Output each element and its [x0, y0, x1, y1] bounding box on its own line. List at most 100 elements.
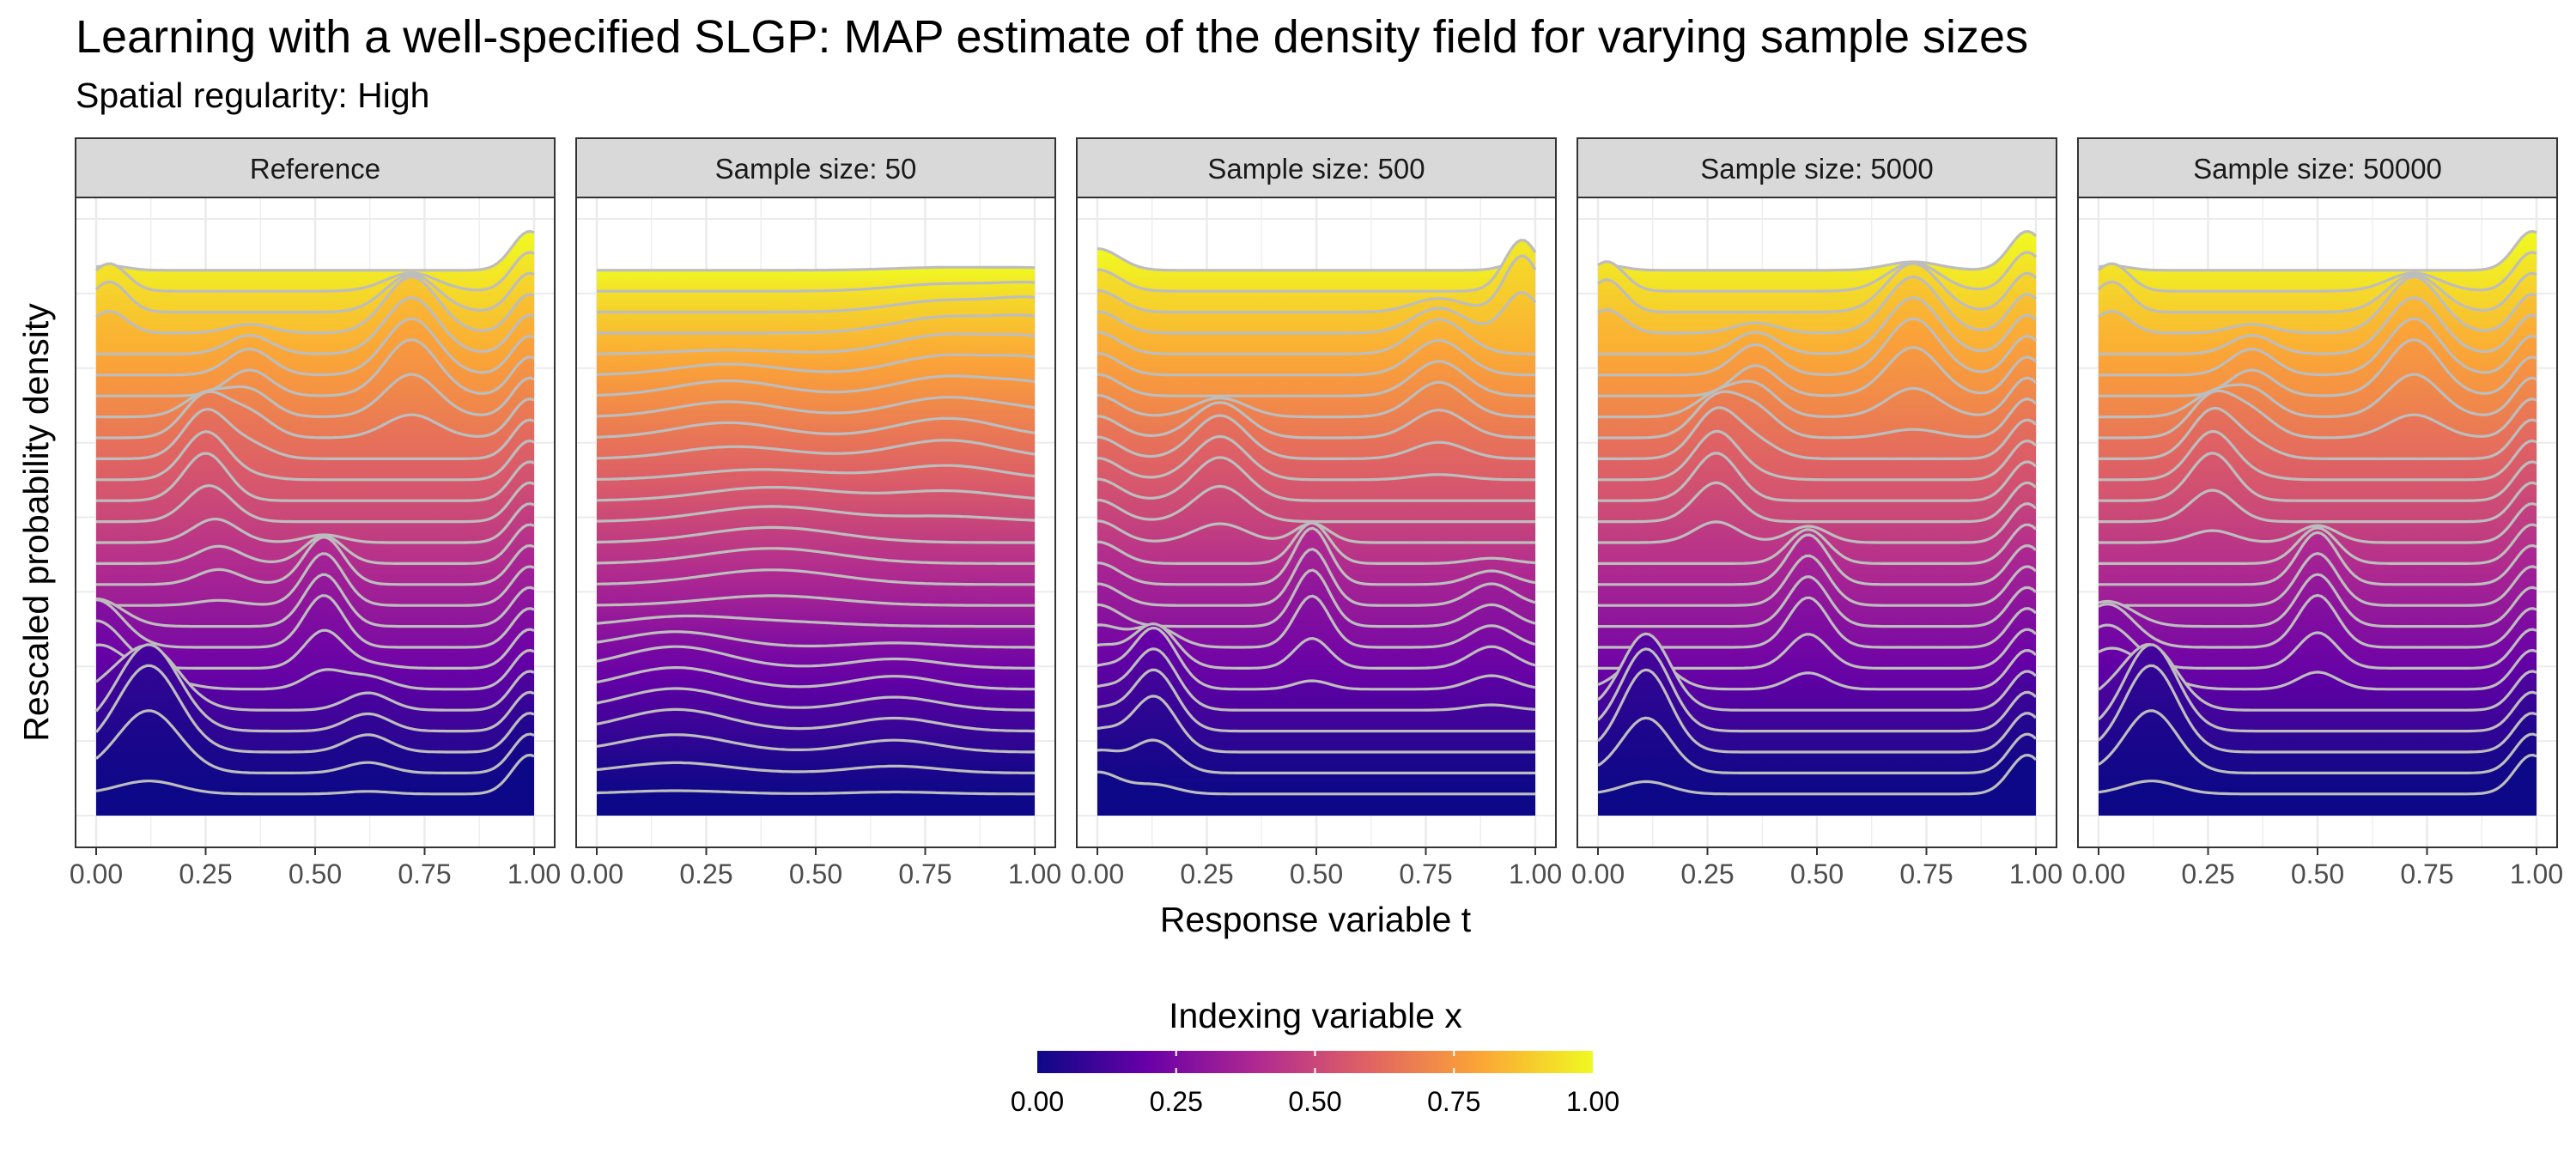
- ridge-line: [1597, 275, 2038, 335]
- ridge-line: [1097, 360, 1536, 397]
- ridge-fill: [597, 791, 1035, 816]
- ridges: [1097, 239, 1537, 816]
- ridges: [94, 229, 535, 816]
- x-tick-label: 0.00: [570, 859, 623, 889]
- x-tick-label: 0.75: [898, 859, 951, 889]
- ridge-fill: [2099, 665, 2537, 774]
- ridge-line: [96, 296, 535, 355]
- ridge-line: [1097, 568, 1536, 628]
- ridge-line: [2099, 552, 2537, 607]
- ridge-line: [2098, 753, 2537, 796]
- facet-strip: [2077, 137, 2558, 198]
- ridge-line: [1097, 318, 1536, 355]
- x-tick-label: 0.25: [2181, 859, 2234, 889]
- ridge-line: [2098, 573, 2537, 628]
- ridge-line: [596, 789, 1035, 796]
- ridge-line: [1598, 317, 2038, 377]
- ridge-line: [96, 338, 535, 397]
- ridge-line: [1598, 523, 2038, 565]
- ridge-line: [1097, 770, 1535, 796]
- ridge-line: [1097, 239, 1537, 293]
- ridges: [2097, 229, 2537, 816]
- ridge-line: [1097, 254, 1537, 314]
- ridge-line: [1097, 456, 1535, 502]
- ridge-line: [1097, 622, 1536, 670]
- ridge-line: [95, 753, 535, 796]
- ridge-line: [96, 536, 535, 586]
- ridge-line: [96, 481, 535, 524]
- ridge-fill: [1598, 755, 2036, 816]
- ridge-line: [1097, 738, 1535, 774]
- ridge-line: [1597, 716, 2038, 774]
- ridge-fill: [2099, 482, 2537, 543]
- ridge-fill: [1097, 240, 1535, 313]
- ridge-line: [1598, 481, 2038, 524]
- x-tick-label: 0.25: [1680, 859, 1734, 889]
- facet-strip: [575, 137, 1056, 198]
- x-tick-label: 0.75: [1399, 859, 1452, 889]
- ridge-fill: [1598, 650, 2036, 711]
- ridge-line: [96, 430, 535, 482]
- ridge-fill: [1598, 629, 2036, 690]
- chart-subtitle: Spatial regularity: High: [76, 76, 430, 115]
- ridge-line: [597, 281, 1036, 293]
- ridge-line: [596, 568, 1035, 586]
- ridge-fill: [1097, 623, 1535, 690]
- ridge-line: [596, 525, 1035, 544]
- x-axis-title: Response variable t: [1160, 900, 1472, 939]
- ridge-fill: [2099, 755, 2537, 816]
- ridge-line: [1596, 647, 2038, 733]
- x-tick-label: 0.75: [1899, 859, 1953, 889]
- ridge-line: [1598, 390, 2038, 440]
- ridge-fill: [1598, 598, 2036, 670]
- ridge-line: [596, 547, 1035, 565]
- colorbar-tick-label: 0.75: [1427, 1086, 1480, 1117]
- ridge-line: [597, 313, 1036, 335]
- ridge-line: [1598, 502, 2038, 544]
- ridge-line: [596, 761, 1036, 774]
- ridge-line: [96, 317, 535, 377]
- ridge-line: [1598, 575, 2038, 628]
- ridge-line: [2099, 452, 2537, 502]
- ridge-line: [596, 439, 1036, 460]
- ridge-line: [2099, 389, 2537, 440]
- ridge-fill: [96, 755, 534, 816]
- facet-strip-label: Sample size: 5000: [1700, 153, 1934, 185]
- ridge-line: [2099, 523, 2537, 565]
- colorbar-title: Indexing variable x: [1169, 996, 1462, 1035]
- ridge-line: [96, 552, 535, 607]
- ridge-line: [596, 464, 1036, 481]
- panel: Sample size: 500 0.00 0.25 0.50 0.75 1.00: [1071, 137, 1562, 889]
- ridge-fill: [597, 762, 1035, 795]
- ridge-line: [95, 573, 535, 628]
- ridge-line: [1596, 632, 2038, 712]
- ridge-line: [96, 452, 535, 502]
- ridge-line: [95, 594, 535, 649]
- facet-strip-label: Sample size: 50: [715, 153, 917, 185]
- ridge-fill: [2099, 648, 2537, 711]
- x-tick-label: 0.25: [679, 859, 732, 889]
- ridge-line: [597, 265, 1036, 272]
- ridge-line: [596, 707, 1035, 733]
- panel: Sample size: 50 0.00 0.25 0.50 0.75 1.00: [570, 137, 1061, 889]
- x-tick-label: 1.00: [2510, 859, 2563, 889]
- ridges: [596, 265, 1036, 816]
- panel: Reference 0.00 0.25 0.50 0.75 1.00: [70, 137, 561, 889]
- ridge-line: [94, 271, 535, 314]
- ridge-line: [96, 408, 535, 460]
- ridge-line: [2097, 251, 2537, 293]
- ridge-line: [2099, 429, 2537, 482]
- ridge-line: [1097, 401, 1536, 440]
- colorbar-tick-label: 0.00: [1011, 1086, 1064, 1117]
- ridge-line: [2099, 317, 2537, 377]
- ridge-line: [94, 251, 535, 293]
- ridge-line: [1097, 526, 1536, 586]
- ridge-line: [2097, 643, 2537, 733]
- ridge-line: [1598, 406, 2038, 460]
- facet-strip: [1577, 137, 2057, 198]
- colorbar-tick-label: 1.00: [1566, 1086, 1619, 1117]
- ridge-line: [1598, 429, 2038, 482]
- x-tick-label: 0.00: [1071, 859, 1124, 889]
- colorbar-tick-label: 0.25: [1150, 1086, 1203, 1117]
